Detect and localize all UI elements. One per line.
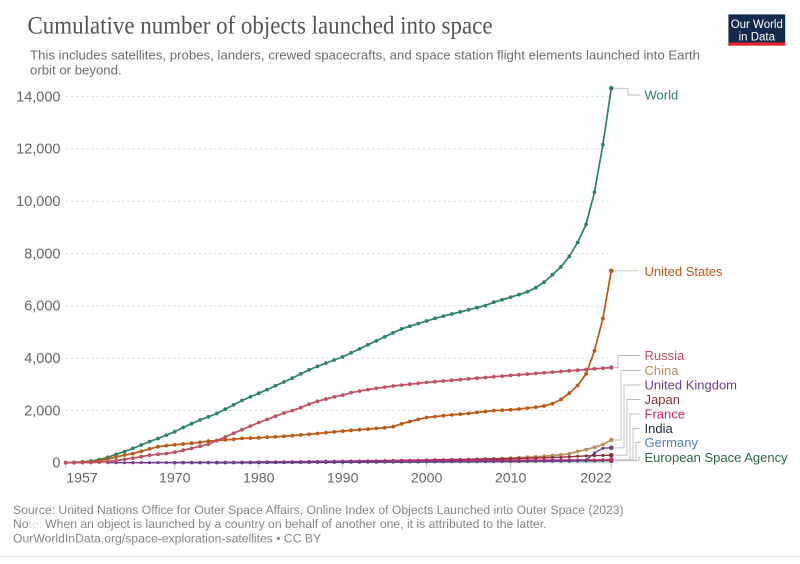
svg-text:Cumulative number of objects l: Cumulative number of objects launched in… bbox=[28, 11, 493, 40]
svg-text:World: World bbox=[645, 88, 679, 103]
svg-text:European Space Agency: European Space Agency bbox=[645, 450, 789, 465]
svg-text:12,000: 12,000 bbox=[16, 142, 60, 158]
svg-text:4,000: 4,000 bbox=[24, 351, 60, 367]
svg-text:OurWorldInData.org/space-explo: OurWorldInData.org/space-exploration-sat… bbox=[13, 531, 321, 545]
svg-text:1970: 1970 bbox=[159, 471, 191, 487]
svg-text:This includes satellites, prob: This includes satellites, probes, lander… bbox=[30, 48, 700, 63]
svg-text:United States: United States bbox=[645, 264, 724, 279]
svg-text:0: 0 bbox=[52, 456, 60, 472]
svg-text:8,000: 8,000 bbox=[24, 246, 60, 262]
svg-text:orbit or beyond.: orbit or beyond. bbox=[30, 63, 122, 78]
svg-text:2000: 2000 bbox=[411, 471, 443, 487]
svg-text:2,000: 2,000 bbox=[24, 403, 60, 419]
svg-text:in Data: in Data bbox=[739, 32, 776, 44]
svg-text:2010: 2010 bbox=[495, 471, 527, 487]
svg-text:Source: United Nations Office: Source: United Nations Office for Outer … bbox=[13, 503, 624, 517]
svg-text:France: France bbox=[645, 407, 685, 422]
svg-text:China: China bbox=[645, 363, 680, 378]
svg-text:1990: 1990 bbox=[327, 471, 359, 487]
svg-text:United Kingdom: United Kingdom bbox=[645, 378, 738, 393]
svg-text:1957: 1957 bbox=[66, 471, 98, 487]
svg-text:India: India bbox=[645, 421, 674, 436]
svg-text:Japan: Japan bbox=[645, 392, 680, 407]
svg-text:1980: 1980 bbox=[243, 471, 275, 487]
svg-text:Note:When an object is launche: Note: When an object is launched by a cou… bbox=[13, 517, 547, 531]
svg-text:6,000: 6,000 bbox=[24, 299, 60, 315]
svg-text:2022: 2022 bbox=[580, 471, 612, 487]
svg-text:Our World: Our World bbox=[731, 19, 783, 31]
svg-text:14,000: 14,000 bbox=[16, 89, 60, 105]
svg-text:10,000: 10,000 bbox=[16, 194, 60, 210]
svg-text:Germany: Germany bbox=[645, 435, 699, 450]
svg-text:Russia: Russia bbox=[645, 348, 686, 363]
